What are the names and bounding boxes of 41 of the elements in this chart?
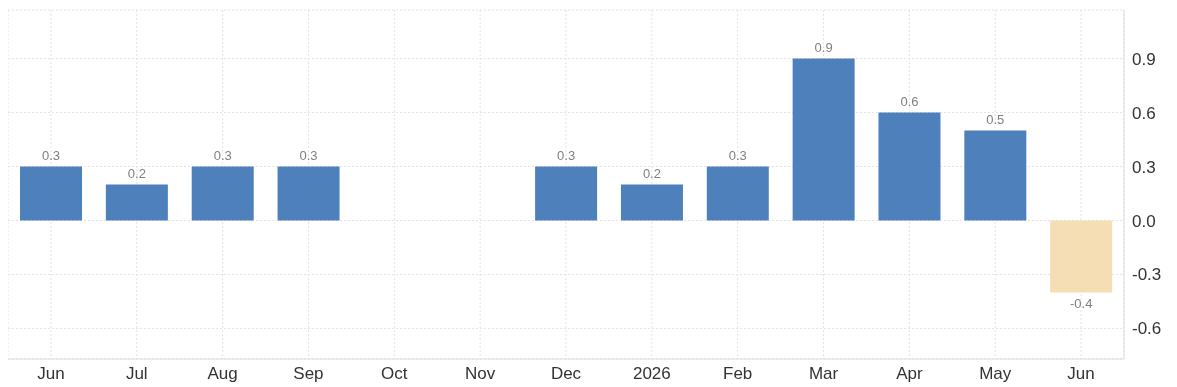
bar bbox=[1050, 220, 1113, 293]
bar bbox=[706, 166, 769, 221]
bar bbox=[878, 112, 941, 221]
y-tick-label: 0.0 bbox=[1132, 211, 1156, 231]
x-tick-label: 2026 bbox=[632, 364, 671, 384]
data-label: 0.3 bbox=[728, 147, 747, 163]
y-tick-label: -0.6 bbox=[1132, 319, 1162, 339]
x-tick-label: Apr bbox=[896, 364, 923, 384]
bar bbox=[964, 130, 1027, 221]
x-tick-label: Feb bbox=[723, 364, 753, 384]
data-label: 0.5 bbox=[986, 111, 1005, 127]
data-label: 0.3 bbox=[299, 147, 318, 163]
bar bbox=[535, 166, 598, 221]
bar bbox=[20, 166, 83, 221]
bar bbox=[191, 166, 254, 221]
x-tick-label: Jul bbox=[125, 364, 148, 384]
x-tick-label: Mar bbox=[808, 364, 839, 384]
x-tick-label: May bbox=[979, 364, 1012, 384]
y-tick-label: 0.3 bbox=[1132, 157, 1156, 177]
data-label: 0.2 bbox=[642, 165, 661, 181]
x-tick-label: Jun bbox=[37, 364, 65, 384]
data-label: 0.6 bbox=[900, 93, 919, 109]
data-label: 0.3 bbox=[213, 147, 232, 163]
data-label: -0.4 bbox=[1069, 296, 1093, 312]
data-label: 0.2 bbox=[127, 165, 146, 181]
x-tick-label: Oct bbox=[381, 364, 408, 384]
data-label: 0.3 bbox=[557, 147, 576, 163]
bar bbox=[792, 58, 855, 221]
data-label: 0.3 bbox=[41, 147, 61, 163]
y-tick-label: 0.6 bbox=[1132, 103, 1156, 123]
bar bbox=[277, 166, 340, 221]
x-tick-label: Aug bbox=[207, 364, 238, 384]
y-tick-label: 0.9 bbox=[1132, 49, 1156, 69]
data-label: 0.9 bbox=[814, 39, 833, 55]
x-tick-label: Sep bbox=[293, 364, 324, 384]
x-tick-label: Jun bbox=[1067, 364, 1095, 384]
bar bbox=[105, 184, 168, 221]
x-tick-label: Nov bbox=[465, 364, 496, 384]
y-tick-label: -0.3 bbox=[1132, 265, 1162, 285]
x-tick-label: Dec bbox=[550, 364, 582, 384]
bar bbox=[620, 184, 683, 221]
